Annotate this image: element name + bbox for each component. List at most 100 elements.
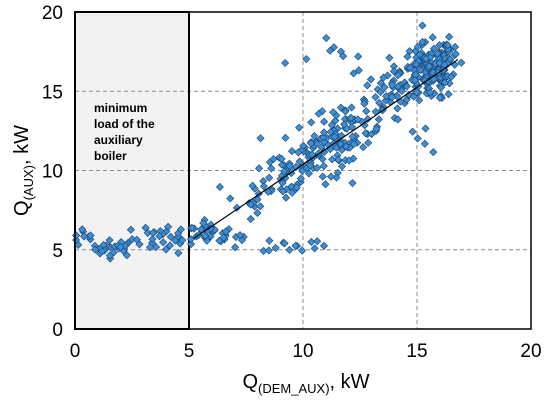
data-point [319, 241, 329, 250]
data-point [232, 203, 241, 212]
data-point [403, 52, 412, 61]
y-tick-label-3: 15 [42, 82, 63, 103]
data-point [327, 120, 336, 129]
data-point [334, 155, 343, 164]
data-point [416, 65, 425, 74]
data-point [375, 98, 384, 107]
data-point [349, 69, 358, 78]
annotation-line-0: minimum [94, 101, 147, 115]
data-point [318, 172, 327, 181]
data-point [91, 245, 100, 254]
x-tick-label-1: 5 [184, 341, 195, 362]
x-axis-title-main: Q [242, 371, 258, 393]
data-point [122, 251, 131, 260]
data-point [281, 59, 290, 68]
data-point [166, 232, 175, 241]
data-point [413, 42, 422, 51]
data-point [443, 41, 452, 50]
data-point [426, 88, 435, 97]
data-point [288, 188, 297, 197]
data-point [146, 243, 155, 252]
data-point [178, 236, 187, 245]
data-point [105, 236, 114, 245]
data-point [446, 55, 455, 64]
data-point [362, 107, 371, 116]
data-point [159, 238, 168, 247]
x-tick-label-4: 20 [520, 341, 541, 362]
data-point [98, 247, 107, 256]
data-point [412, 60, 421, 69]
data-point [206, 224, 215, 233]
data-point [388, 81, 397, 90]
x-axis-title: Q(DEM_AUX), kW [242, 371, 369, 396]
data-point [376, 87, 385, 97]
data-point [285, 245, 294, 254]
data-point [405, 47, 414, 56]
data-point [264, 187, 273, 196]
x-tick-label-3: 15 [406, 341, 427, 362]
data-point [277, 160, 286, 169]
data-point [457, 58, 466, 67]
data-point [215, 182, 224, 191]
data-point [310, 132, 319, 141]
data-point [393, 115, 402, 124]
annotation-line-3: boiler [94, 149, 127, 163]
data-point [328, 155, 337, 164]
data-point [385, 53, 394, 62]
data-point [319, 138, 329, 147]
data-point [420, 139, 429, 148]
data-point [292, 183, 301, 192]
data-point [337, 162, 347, 171]
data-point [408, 127, 417, 136]
trend-line [193, 59, 459, 240]
y-axis-title-main: Q [11, 200, 33, 216]
data-point [294, 148, 303, 157]
data-point [380, 83, 389, 92]
data-point [307, 118, 316, 127]
data-point [253, 208, 262, 217]
data-point [394, 82, 403, 91]
data-point [299, 141, 308, 150]
data-point [135, 240, 144, 249]
data-point [359, 143, 368, 152]
data-point [444, 90, 453, 99]
data-point [80, 232, 89, 241]
data-point [410, 76, 419, 85]
data-point [421, 54, 430, 63]
data-point [310, 244, 319, 253]
data-point [337, 145, 346, 155]
data-point [116, 243, 125, 252]
data-point [280, 239, 289, 248]
data-point [320, 147, 329, 157]
annotation-line-1: load of the [94, 117, 155, 131]
data-point [435, 41, 444, 50]
data-point [86, 231, 95, 240]
data-points [72, 21, 466, 263]
data-point [313, 163, 322, 172]
data-point [361, 129, 370, 138]
data-point [402, 82, 411, 91]
data-point [418, 21, 427, 30]
data-point [342, 124, 351, 133]
data-point [306, 161, 315, 170]
data-point [445, 32, 454, 41]
data-point [298, 246, 307, 255]
data-point [389, 67, 398, 76]
data-point [231, 243, 240, 252]
x-axis-title-unit: , kW [330, 371, 370, 393]
data-point [226, 194, 235, 203]
data-point [295, 157, 304, 166]
data-point [319, 162, 328, 171]
data-point [450, 42, 460, 52]
data-point [426, 53, 435, 62]
data-point [246, 200, 255, 209]
data-point [326, 46, 335, 55]
data-point [264, 246, 273, 255]
plot-frame [74, 11, 532, 330]
data-point [105, 251, 114, 260]
data-point [155, 232, 164, 241]
y-axis-title-sub: (AUX) [21, 165, 36, 200]
data-point [126, 225, 135, 234]
data-point [360, 99, 369, 108]
